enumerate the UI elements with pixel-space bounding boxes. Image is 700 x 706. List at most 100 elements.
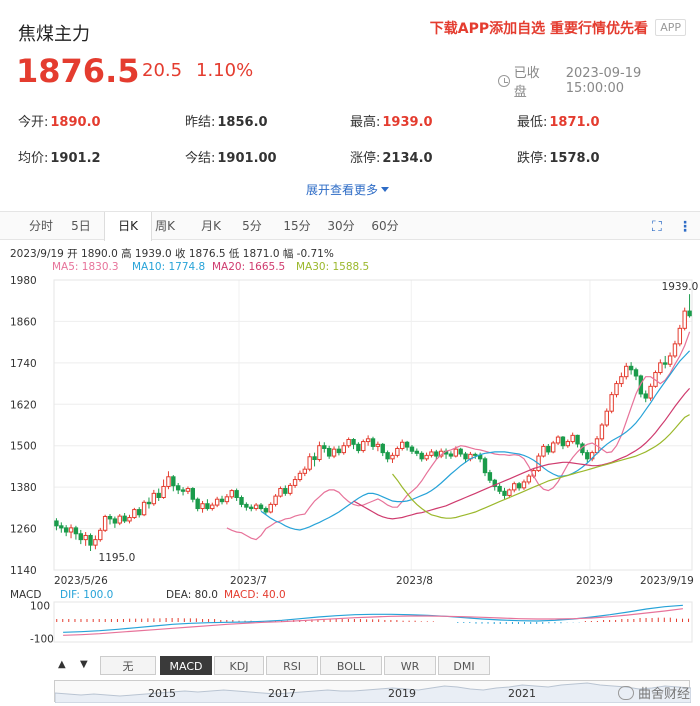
candle bbox=[54, 520, 59, 527]
macd-y-tick: 100 bbox=[30, 600, 50, 612]
ma-legend-2: MA20: 1665.5 bbox=[212, 261, 286, 273]
indicator-button-6[interactable]: DMI bbox=[438, 656, 490, 675]
candle bbox=[482, 458, 488, 474]
app-badge[interactable]: APP bbox=[655, 19, 686, 36]
macd-dif-label: DIF: 100.0 bbox=[60, 589, 114, 601]
market-status: 已收盘 2023-09-19 15:00:00 bbox=[498, 62, 700, 100]
candle bbox=[604, 410, 609, 426]
tab-1[interactable]: 5日 bbox=[71, 219, 91, 233]
candle bbox=[380, 443, 385, 454]
candle bbox=[102, 515, 108, 531]
candle bbox=[414, 450, 420, 454]
kline-chart[interactable]: 1980 1860 1740 1620 1500 1380 1260 1140 1939.0 11… bbox=[0, 268, 700, 598]
scroll-down-icon[interactable]: ▼ bbox=[80, 659, 88, 670]
time-navigator[interactable] bbox=[54, 680, 692, 704]
candle bbox=[565, 441, 571, 447]
candle bbox=[658, 362, 663, 374]
candle bbox=[214, 498, 220, 506]
candle bbox=[283, 488, 288, 494]
ma-line-ma30 bbox=[392, 414, 690, 519]
x-tick-label: 2023/9 bbox=[576, 575, 613, 587]
candle bbox=[385, 452, 390, 460]
candle bbox=[419, 452, 424, 460]
tab-4[interactable]: 月K bbox=[201, 219, 221, 233]
candle bbox=[633, 369, 639, 377]
candle bbox=[487, 472, 493, 481]
stat-label: 最低: bbox=[517, 115, 548, 130]
candle bbox=[175, 485, 181, 491]
candle bbox=[249, 506, 254, 510]
candle bbox=[477, 454, 483, 460]
watermark: 曲舍财经 bbox=[617, 683, 690, 702]
candle bbox=[151, 492, 157, 505]
status-datetime: 2023-09-19 15:00:00 bbox=[565, 66, 642, 96]
candle bbox=[365, 438, 371, 443]
indicator-button-4[interactable]: BOLL bbox=[320, 656, 382, 675]
expand-more-button[interactable]: 展开查看更多 bbox=[306, 181, 390, 198]
tab-3[interactable]: 周K bbox=[155, 219, 175, 233]
candle bbox=[195, 498, 200, 510]
ma-line-ma20 bbox=[353, 388, 691, 520]
candle bbox=[677, 327, 683, 345]
indicator-button-3[interactable]: RSI bbox=[266, 656, 318, 675]
x-tick-label: 2023/5/26 bbox=[54, 575, 108, 587]
candle bbox=[205, 503, 210, 510]
candle bbox=[609, 394, 614, 412]
stat-value: 1856.0 bbox=[217, 115, 268, 130]
candle bbox=[614, 383, 619, 396]
candle bbox=[585, 452, 590, 460]
candle bbox=[234, 490, 239, 499]
candle bbox=[375, 443, 381, 447]
candle bbox=[550, 442, 556, 453]
candle bbox=[146, 501, 152, 505]
more-options-icon[interactable]: ⋮ bbox=[678, 219, 692, 235]
ma-legend-0: MA5: 1830.3 bbox=[52, 261, 119, 273]
stat-label: 今结: bbox=[185, 151, 216, 166]
indicator-button-5[interactable]: WR bbox=[384, 656, 436, 675]
candle bbox=[132, 509, 137, 519]
candle bbox=[107, 515, 113, 520]
candle bbox=[648, 385, 653, 399]
candle bbox=[127, 517, 132, 522]
contract-title: 焦煤主力 bbox=[18, 24, 90, 45]
stat-label: 今开: bbox=[18, 115, 49, 130]
candle bbox=[526, 475, 532, 483]
fullscreen-icon[interactable]: ⛶ bbox=[652, 219, 662, 235]
candle bbox=[239, 497, 244, 505]
candle bbox=[336, 448, 342, 454]
indicator-button-1[interactable]: MACD bbox=[160, 656, 212, 675]
tab-8[interactable]: 60分 bbox=[371, 219, 399, 233]
candle bbox=[619, 376, 624, 385]
candle bbox=[404, 441, 410, 448]
candle bbox=[273, 495, 278, 505]
tab-0[interactable]: 分时 bbox=[28, 219, 53, 233]
stat-7: 跌停: 1578.0 bbox=[517, 147, 600, 166]
candle-info-line: 2023/9/19 开 1890.0 高 1939.0 收 1876.5 低 1… bbox=[10, 248, 334, 260]
high-label: 1939.0 bbox=[662, 281, 699, 293]
download-app-promo[interactable]: 下载APP添加自选 重要行情优先看 bbox=[429, 21, 648, 37]
last-price: 1876.5 bbox=[16, 52, 140, 90]
indicator-button-0[interactable]: 无 bbox=[100, 656, 156, 675]
stat-5: 今结: 1901.00 bbox=[185, 147, 277, 166]
candle bbox=[516, 483, 522, 489]
macd-title: MACD bbox=[10, 589, 42, 601]
candle bbox=[599, 424, 605, 440]
scroll-up-icon[interactable]: ▲ bbox=[58, 659, 66, 670]
candle bbox=[429, 451, 434, 456]
candle bbox=[575, 434, 580, 445]
candle bbox=[341, 445, 346, 454]
candle bbox=[210, 504, 215, 510]
tab-7[interactable]: 30分 bbox=[327, 219, 355, 233]
candle bbox=[448, 453, 454, 457]
candle bbox=[83, 534, 88, 541]
tab-6[interactable]: 15分 bbox=[283, 219, 311, 233]
tab-2[interactable]: 日K bbox=[104, 212, 152, 241]
indicator-button-2[interactable]: KDJ bbox=[214, 656, 264, 675]
tab-5[interactable]: 5分 bbox=[242, 219, 262, 233]
ma-legend-1: MA10: 1774.8 bbox=[132, 261, 206, 273]
candle bbox=[297, 472, 303, 481]
candle bbox=[361, 441, 366, 452]
candle bbox=[307, 456, 312, 470]
candle bbox=[93, 539, 98, 546]
watermark-text: 曲舍财经 bbox=[637, 687, 690, 702]
